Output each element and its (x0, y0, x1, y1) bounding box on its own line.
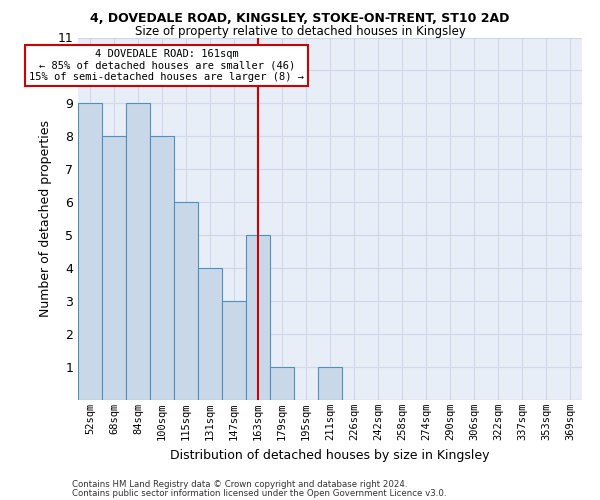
Text: 4 DOVEDALE ROAD: 161sqm
← 85% of detached houses are smaller (46)
15% of semi-de: 4 DOVEDALE ROAD: 161sqm ← 85% of detache… (29, 49, 304, 82)
Bar (174, 202, 198, 400)
Bar (246, 235, 270, 400)
Bar (150, 136, 174, 400)
Bar (198, 268, 222, 400)
Bar (318, 367, 342, 400)
X-axis label: Distribution of detached houses by size in Kingsley: Distribution of detached houses by size … (170, 448, 490, 462)
Bar (126, 104, 150, 400)
Bar (270, 367, 294, 400)
Text: 4, DOVEDALE ROAD, KINGSLEY, STOKE-ON-TRENT, ST10 2AD: 4, DOVEDALE ROAD, KINGSLEY, STOKE-ON-TRE… (91, 12, 509, 26)
Bar (102, 136, 126, 400)
Text: Size of property relative to detached houses in Kingsley: Size of property relative to detached ho… (134, 25, 466, 38)
Bar (222, 301, 246, 400)
Text: Contains HM Land Registry data © Crown copyright and database right 2024.: Contains HM Land Registry data © Crown c… (72, 480, 407, 489)
Text: Contains public sector information licensed under the Open Government Licence v3: Contains public sector information licen… (72, 490, 446, 498)
Y-axis label: Number of detached properties: Number of detached properties (39, 120, 52, 318)
Bar (78, 104, 102, 400)
